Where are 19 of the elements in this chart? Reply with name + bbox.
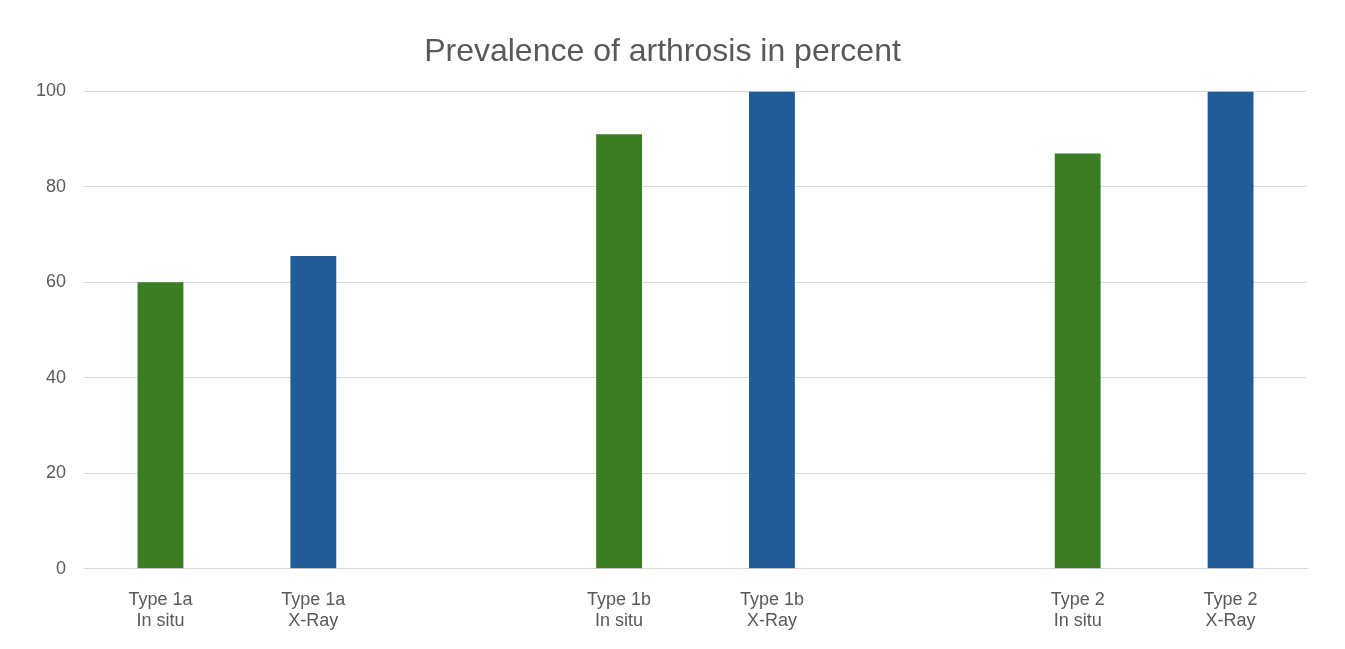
x-tick-label: Type 1b In situ xyxy=(587,588,652,631)
y-tick-label: 40 xyxy=(46,366,67,387)
x-tick-label: Type 1b X-Ray xyxy=(739,588,804,631)
x-tick-label: Type 1a X-Ray xyxy=(281,588,347,631)
bar xyxy=(1207,91,1254,569)
y-tick-label: 60 xyxy=(46,271,67,292)
y-tick-label: 100 xyxy=(35,80,67,101)
x-tick-label: Type 2 In situ xyxy=(1050,588,1105,631)
bar xyxy=(749,91,795,569)
bar xyxy=(596,134,643,569)
x-tick-label: Type 1a In situ xyxy=(128,588,194,631)
x-tick-label: Type 2 X-Ray xyxy=(1203,588,1258,631)
bar xyxy=(290,256,337,569)
chart-title: Prevalence of arthrosis in percent xyxy=(424,32,901,69)
y-tick-label: 0 xyxy=(56,557,67,578)
bar xyxy=(137,282,184,569)
bar xyxy=(1054,153,1101,569)
y-tick-label: 80 xyxy=(46,175,67,196)
y-tick-label: 20 xyxy=(46,462,67,483)
